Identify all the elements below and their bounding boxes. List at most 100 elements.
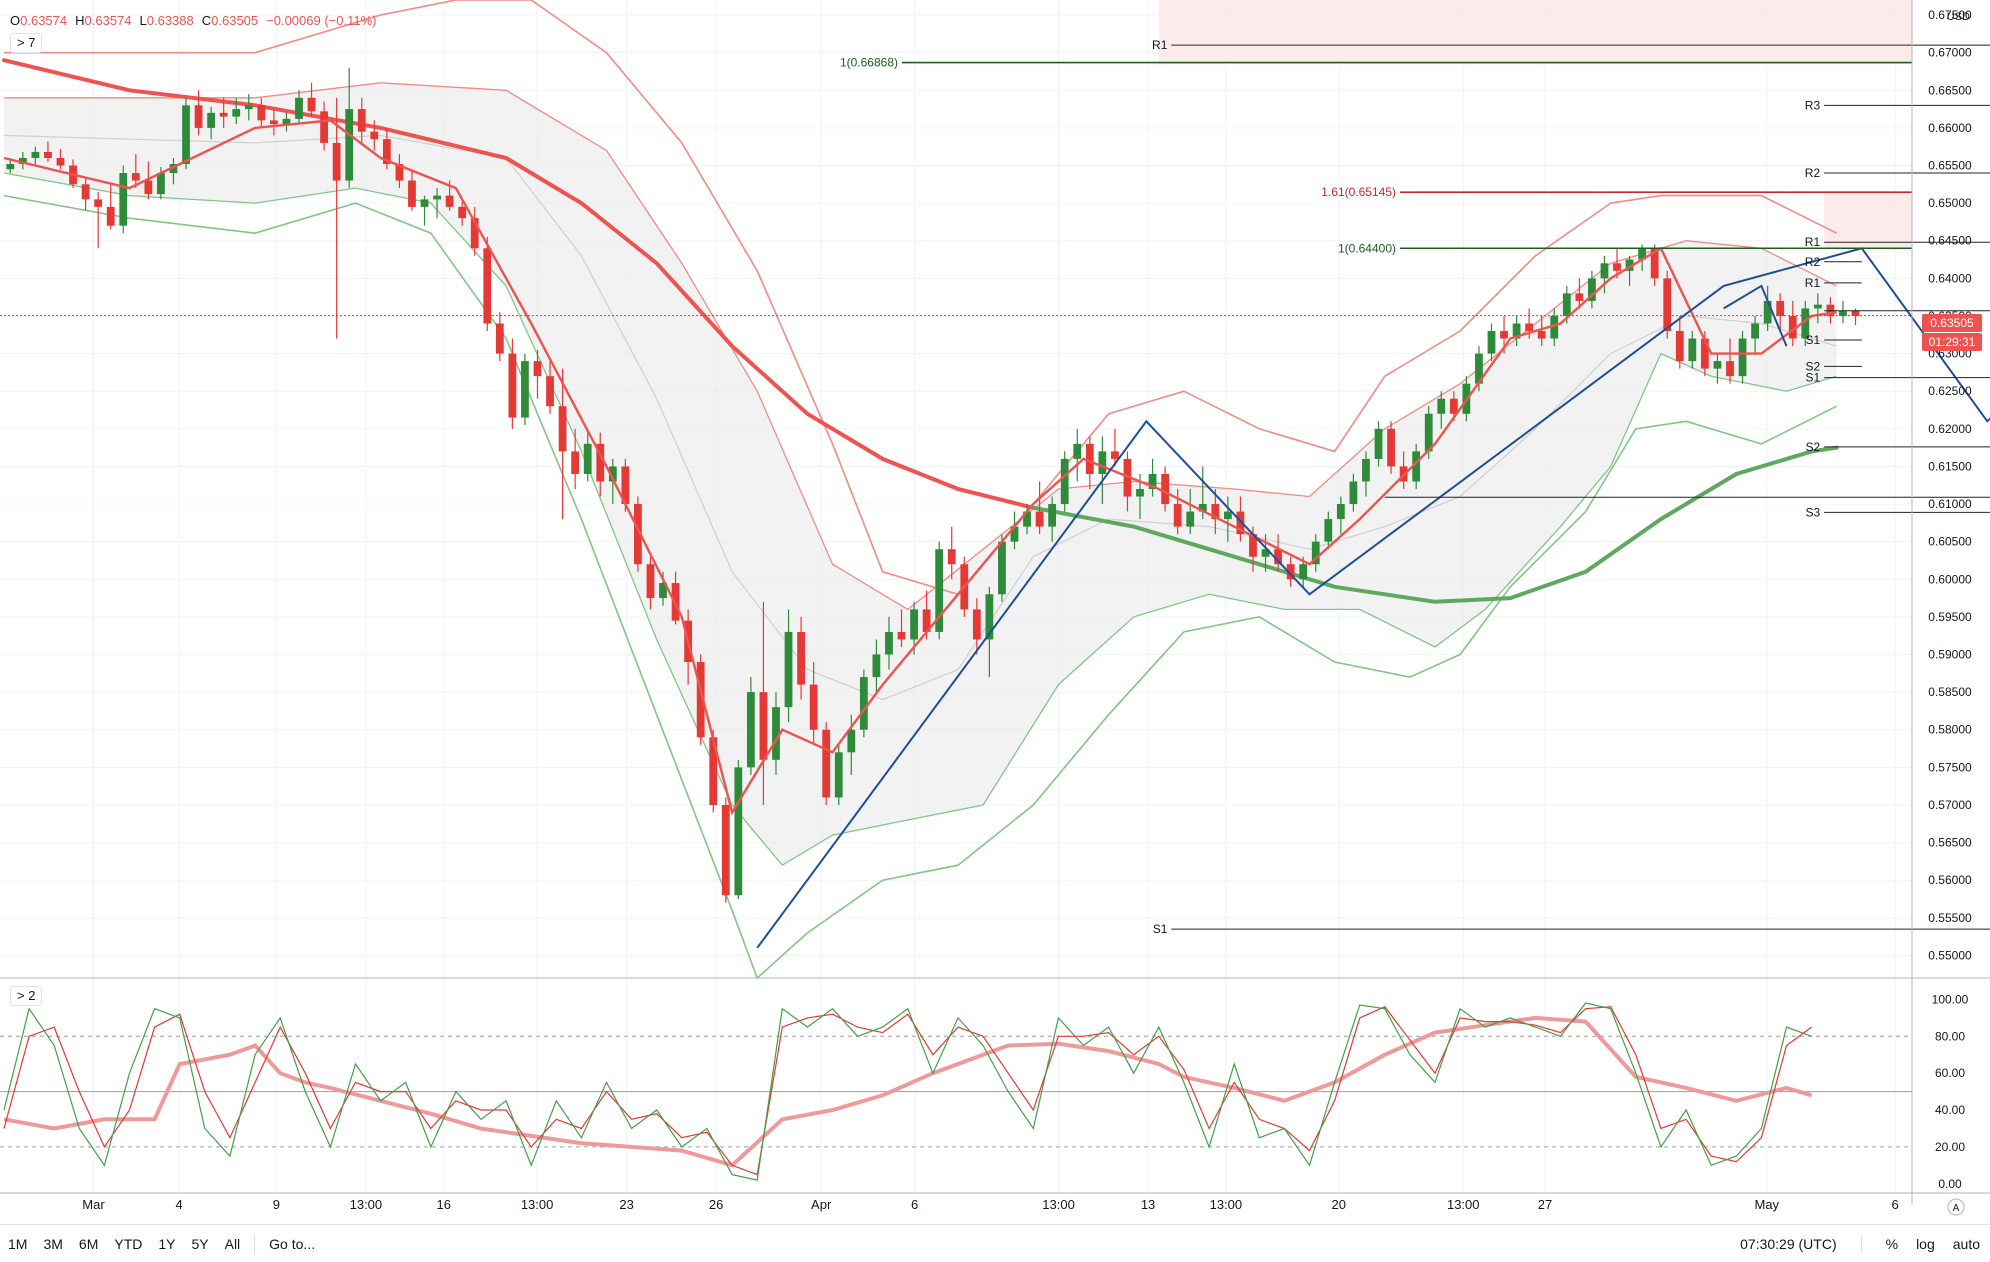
candle-body (1374, 428, 1383, 459)
candle-body (1048, 504, 1057, 527)
pivot-label: R2 (1805, 166, 1821, 180)
candle-body (332, 142, 341, 181)
candle-body (709, 737, 718, 805)
timeframe-all[interactable]: All (224, 1235, 241, 1252)
candle-body (445, 195, 454, 207)
candle-body (1700, 338, 1709, 369)
candle-body (834, 752, 843, 798)
candle-body (207, 112, 216, 128)
candle-body (646, 564, 655, 599)
candle-body (634, 504, 642, 565)
candle-body (144, 180, 153, 195)
timeframe-1m[interactable]: 1M (8, 1235, 28, 1252)
pivot-label: R1 (1152, 38, 1168, 52)
candle-body (1788, 315, 1797, 339)
candle-body (370, 131, 379, 140)
candle-body (759, 692, 768, 760)
time-tick-label: 13:00 (1447, 1197, 1480, 1212)
candle-body (1161, 473, 1170, 505)
candle-body (1776, 300, 1785, 316)
candle-body (596, 443, 605, 482)
candle-body (307, 97, 316, 112)
candle-body (232, 109, 241, 117)
oscillator-tick-label: 100.00 (1932, 992, 1969, 1006)
candle-body (1023, 511, 1031, 527)
candle-body (1060, 458, 1069, 505)
time-tick-label: 13:00 (1210, 1197, 1243, 1212)
price-tick-label: 0.59500 (1928, 610, 1972, 624)
candle-body (746, 692, 755, 768)
time-tick-label: 4 (175, 1197, 182, 1212)
time-tick-label: 6 (1892, 1197, 1899, 1212)
candle-body (1575, 293, 1584, 301)
candle-body (571, 451, 580, 474)
timeframe-3m[interactable]: 3M (43, 1235, 63, 1252)
candle-body (1851, 310, 1860, 316)
bar-countdown-label: 01:29:31 (1922, 333, 1982, 351)
candle-body (1663, 278, 1672, 332)
pivot-label: S2 (1805, 359, 1820, 373)
candle-body (169, 164, 178, 174)
utc-clock[interactable]: 07:30:29 (UTC) (1740, 1235, 1837, 1252)
candle-body (1424, 413, 1433, 452)
candle-body (872, 654, 881, 678)
candle-body (1136, 489, 1144, 497)
candle-body (1387, 428, 1395, 467)
current-price-label: 0.63505 (1922, 314, 1982, 332)
candle-body (131, 173, 140, 181)
pivot-label: R3 (1805, 98, 1821, 112)
candle-body (1713, 361, 1722, 369)
pivot-label: R1 (1805, 276, 1821, 290)
auto-toggle[interactable]: auto (1952, 1235, 1980, 1252)
timeframe-1y[interactable]: 1Y (158, 1235, 176, 1252)
timeframe-5y[interactable]: 5Y (191, 1235, 209, 1252)
candle-body (1349, 481, 1358, 505)
oscillator-legend-toggle[interactable]: > 2 (10, 986, 43, 1006)
candle-body (81, 184, 90, 200)
timeframe-6m[interactable]: 6M (78, 1235, 99, 1252)
price-tick-label: 0.56500 (1928, 836, 1972, 850)
goto-button[interactable]: Go to... (269, 1235, 316, 1252)
candle-body (257, 105, 266, 121)
time-tick-label: 13:00 (350, 1197, 383, 1212)
time-tick-label: 23 (619, 1197, 633, 1212)
candle-body (521, 361, 529, 418)
candle-body (772, 707, 780, 760)
pivot-label: S1 (1805, 333, 1820, 347)
time-tick-label: 13:00 (1042, 1197, 1075, 1212)
ohlc-legend: O0.63574 H0.63574 L0.63388 C0.63505 −0.0… (10, 13, 376, 28)
change-value: −0.00069 (−0.11%) (266, 13, 377, 28)
target-zone (1158, 0, 1912, 64)
candle-body (1562, 293, 1571, 316)
timeframe-ytd[interactable]: YTD (114, 1235, 143, 1252)
log-toggle[interactable]: log (1916, 1235, 1935, 1252)
candle-body (483, 248, 492, 324)
oscillator-tick-label: 60.00 (1935, 1066, 1965, 1080)
price-tick-label: 0.67500 (1928, 8, 1972, 22)
candle-body (1412, 451, 1421, 482)
candle-body (1299, 564, 1308, 580)
candle-body (859, 677, 868, 730)
price-tick-label: 0.57000 (1928, 798, 1972, 812)
price-tick-label: 0.64500 (1928, 234, 1972, 248)
candle-body (1324, 519, 1333, 542)
candle-body (1073, 443, 1082, 459)
candle-body (1035, 511, 1044, 527)
candle-body (1475, 353, 1483, 384)
price-tick-label: 0.58000 (1928, 723, 1972, 737)
price-tick-label: 0.56000 (1928, 873, 1972, 887)
price-tick-label: 0.59000 (1928, 648, 1972, 662)
candle-body (106, 206, 115, 226)
oscillator-slow-line (3, 1015, 1813, 1168)
candle-body (1726, 361, 1734, 377)
percent-toggle[interactable]: % (1885, 1235, 1899, 1252)
time-tick-label: 26 (709, 1197, 723, 1212)
candle-body (194, 105, 203, 128)
candle-body (282, 118, 291, 125)
candle-body (784, 631, 793, 708)
main-legend-toggle[interactable]: > 7 (10, 33, 43, 53)
candle-body (972, 609, 981, 640)
candle-body (1613, 263, 1621, 271)
candle-body (1198, 504, 1207, 512)
